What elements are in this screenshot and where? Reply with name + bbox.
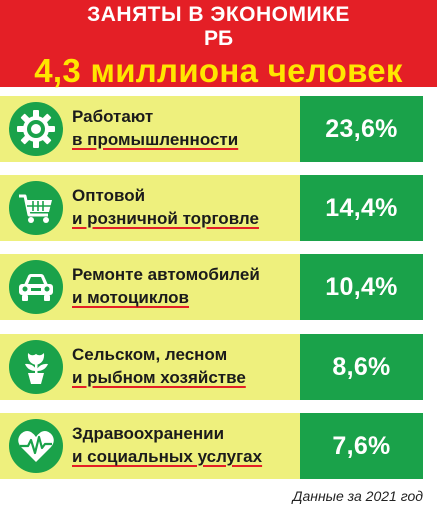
- row-label: Сельском, лесном и рыбном хозяйстве: [72, 343, 297, 389]
- row-label-line1: Ремонте автомобилей: [72, 265, 260, 284]
- header-subtitle: РБ: [203, 27, 234, 50]
- row-value: 14,4%: [300, 175, 423, 241]
- row-label: Здравоохранении и социальных услугах: [72, 422, 297, 468]
- row-label: Ремонте автомобилей и мотоциклов: [72, 263, 297, 309]
- row-label-line2: и розничной торговле: [72, 209, 259, 228]
- row-label-line1: Работают: [72, 107, 154, 126]
- row-label-line2: и социальных услугах: [72, 447, 263, 466]
- heart-pulse-icon: [9, 419, 63, 473]
- row-value: 10,4%: [300, 254, 423, 320]
- row-label-line2: в промышленности: [72, 130, 239, 149]
- list-item: Здравоохранении и социальных услугах 7,6…: [0, 413, 437, 479]
- gear-icon: [9, 102, 63, 156]
- list-item: Работают в промышленности 23,6%: [0, 96, 437, 162]
- row-label-line1: Оптовой: [72, 186, 146, 205]
- list-item: Оптовой и розничной торговле 14,4%: [0, 175, 437, 241]
- row-label-line2: и рыбном хозяйстве: [72, 368, 246, 387]
- list-item: Ремонте автомобилей и мотоциклов 10,4%: [0, 254, 437, 320]
- header-total: 4,3 миллиона человек: [34, 52, 403, 89]
- row-label-line1: Здравоохранении: [72, 424, 225, 443]
- row-value: 23,6%: [300, 96, 423, 162]
- flower-pot-icon: [9, 340, 63, 394]
- row-label: Оптовой и розничной торговле: [72, 184, 297, 230]
- row-label: Работают в промышленности: [72, 105, 297, 151]
- car-icon: [9, 260, 63, 314]
- header-banner: ЗАНЯТЫ В ЭКОНОМИКЕ РБ 4,3 миллиона челов…: [0, 0, 437, 89]
- row-value: 7,6%: [300, 413, 423, 479]
- header-title: ЗАНЯТЫ В ЭКОНОМИКЕ: [87, 3, 350, 26]
- shopping-cart-icon: [9, 181, 63, 235]
- row-value: 8,6%: [300, 334, 423, 400]
- row-label-line2: и мотоциклов: [72, 288, 189, 307]
- list-item: Сельском, лесном и рыбном хозяйстве 8,6%: [0, 334, 437, 400]
- row-label-line1: Сельском, лесном: [72, 345, 228, 364]
- source-note: Данные за 2021 год: [292, 488, 423, 504]
